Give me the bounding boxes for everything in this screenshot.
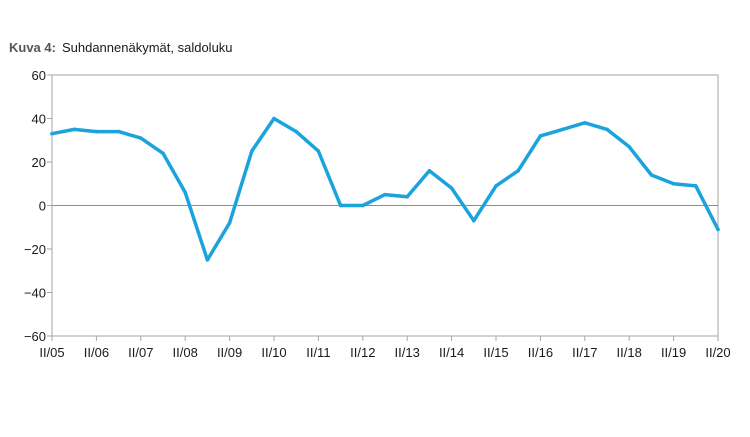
data-point (294, 129, 298, 134)
chart-title: Kuva 4: Suhdannenäkymät, saldoluku (9, 40, 233, 55)
x-tick-label: II/17 (572, 345, 597, 360)
data-point (50, 131, 54, 136)
x-tick-label: II/14 (439, 345, 464, 360)
y-tick-label: −40 (24, 286, 46, 301)
y-tick-label: −20 (24, 242, 46, 257)
x-tick-label: II/13 (395, 345, 420, 360)
x-tick-label: II/08 (173, 345, 198, 360)
data-point (649, 173, 654, 177)
x-tick-label: II/20 (705, 345, 730, 360)
data-point (205, 258, 210, 262)
data-point (161, 151, 165, 156)
x-tick-label: II/05 (39, 345, 64, 360)
series-line (50, 116, 720, 262)
x-tick-label: II/11 (306, 345, 330, 360)
data-point (272, 116, 276, 121)
x-tick-label: II/18 (617, 345, 642, 360)
data-point (183, 190, 187, 195)
data-point (716, 227, 720, 232)
y-tick-label: −60 (24, 329, 46, 344)
data-point (449, 186, 454, 190)
data-point (383, 192, 387, 197)
x-tick-label: II/10 (261, 345, 286, 360)
data-point (250, 149, 254, 153)
data-point (139, 136, 143, 140)
data-point (338, 203, 343, 208)
x-tick-label: II/15 (483, 345, 508, 360)
data-point (116, 129, 121, 134)
x-tick-label: II/06 (84, 345, 109, 360)
y-tick-label: 40 (32, 112, 46, 127)
data-point (494, 184, 498, 188)
data-point (94, 129, 99, 134)
data-point (560, 127, 565, 132)
data-point (316, 149, 321, 153)
x-tick-label: II/12 (350, 345, 375, 360)
data-point (694, 184, 698, 188)
data-point (361, 203, 365, 208)
data-point (583, 121, 587, 125)
figure-title: Suhdannenäkymät, saldoluku (61, 40, 233, 55)
y-tick-label: 20 (32, 155, 46, 170)
data-point (605, 127, 609, 132)
data-point (472, 218, 476, 223)
data-point (538, 134, 543, 138)
y-tick-label: 60 (32, 68, 46, 83)
x-tick-label: II/09 (217, 345, 242, 360)
figure-number: Kuva 4: (9, 40, 56, 55)
data-point (516, 168, 520, 173)
data-point (671, 182, 676, 186)
data-point (627, 145, 631, 149)
data-point (72, 127, 76, 132)
x-tick-label: II/19 (661, 345, 686, 360)
data-point (405, 195, 409, 199)
x-tick-label: II/16 (528, 345, 553, 360)
data-point (227, 221, 232, 225)
data-point (427, 168, 432, 173)
x-tick-label: II/07 (128, 345, 153, 360)
y-tick-label: 0 (39, 199, 46, 214)
